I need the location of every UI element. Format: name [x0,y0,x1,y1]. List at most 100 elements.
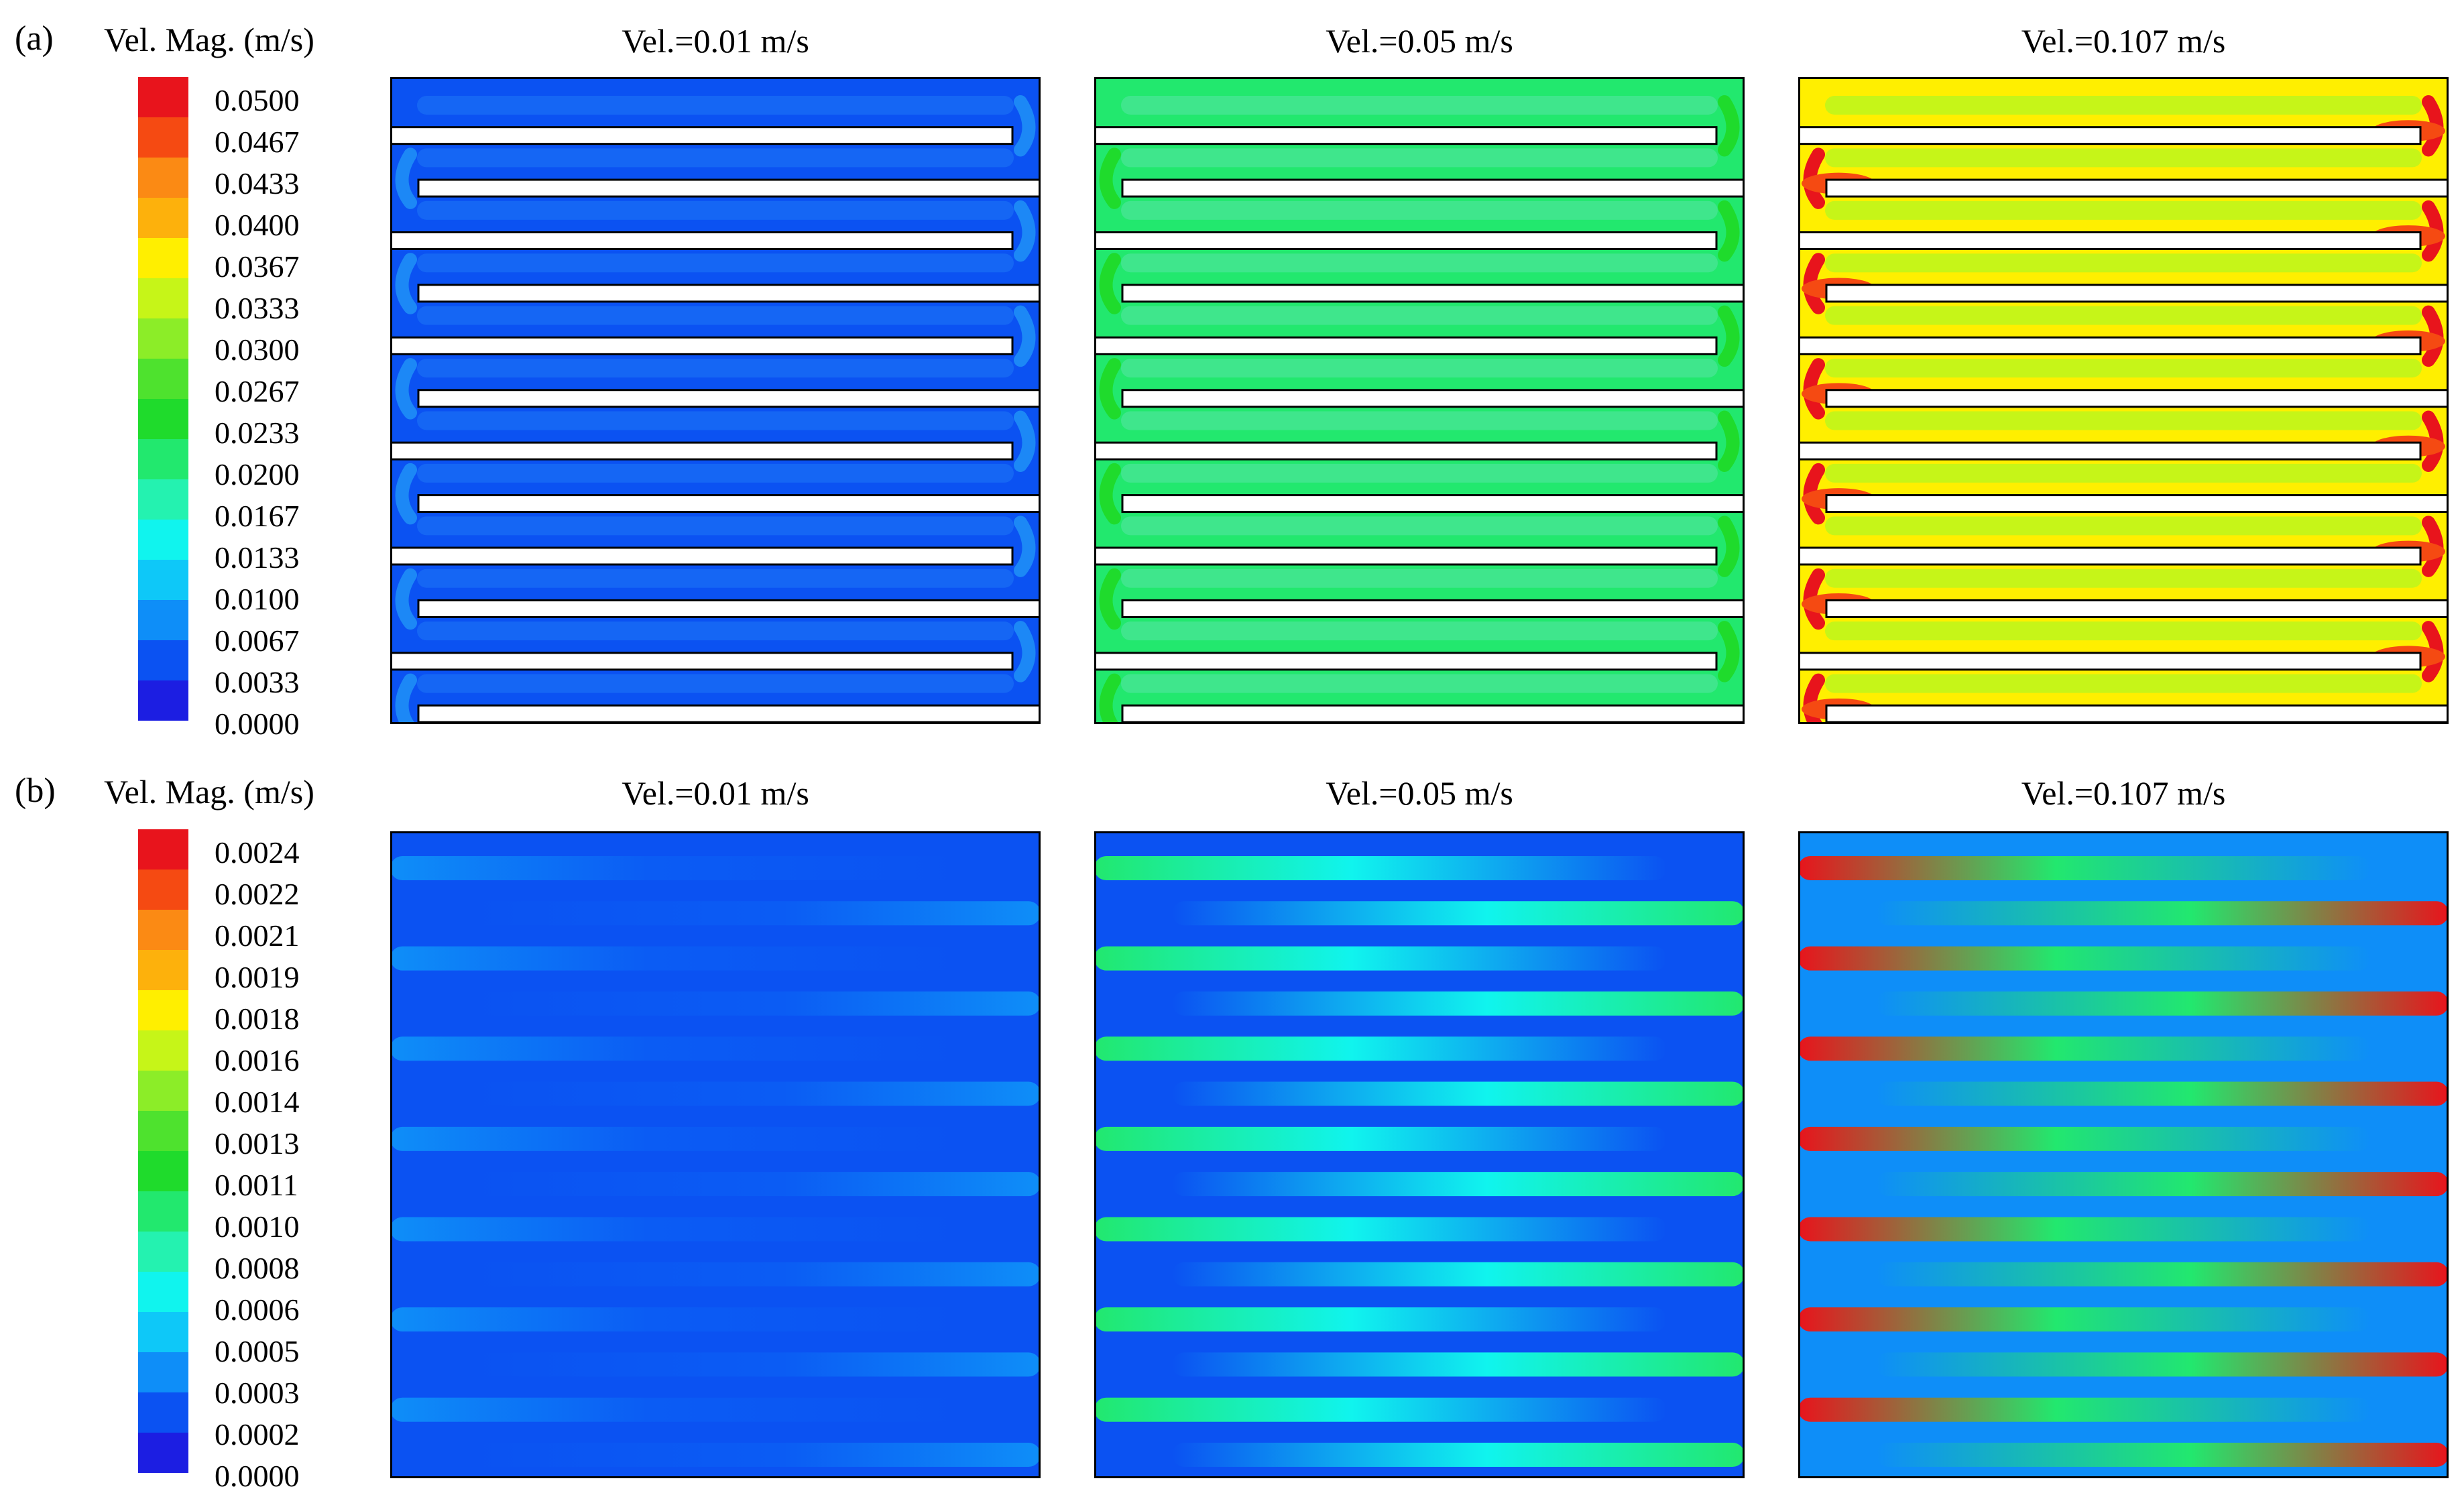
colorbar-swatch [138,359,188,399]
velocity-streak [390,1036,963,1061]
colorbar-swatch [138,1312,188,1352]
channel-wall [417,599,1041,618]
channel-wall [417,494,1041,514]
channel-wall [1094,126,1718,145]
velocity-streak [468,1172,1041,1197]
channel-outline [1798,77,2449,724]
flow-streak [1825,463,2422,483]
colorbar-swatch [138,560,188,600]
flow-streak [417,463,1014,483]
channel-wall [1825,284,2449,303]
colorbar-tick-label: 0.0018 [215,1002,300,1036]
velocity-streak [1876,991,2449,1016]
velocity-streak [390,1397,963,1422]
panel-a-colorbar [138,77,188,721]
panel-b-colorbar [138,829,188,1473]
velocity-streak [1172,1262,1745,1287]
colorbar-tick-label: 0.0100 [215,582,300,616]
colorbar-tick-label: 0.0367 [215,249,300,284]
channel-wall [1825,599,2449,618]
flow-streak [1825,516,2422,536]
channel-wall [390,231,1014,250]
colorbar-swatch [138,829,188,870]
colorbar-swatch [138,158,188,198]
colorbar-tick-label: 0.0016 [215,1043,300,1077]
velocity-streak [390,1126,963,1151]
channel-wall [1825,704,2449,723]
colorbar-tick-label: 0.0000 [215,707,300,741]
turn-flow [1014,95,1036,157]
panel-b-contour-low [390,831,1041,1478]
flow-streak [1121,148,1718,168]
turn-flow [1718,410,1740,472]
channel-wall [1798,336,2422,355]
colorbar-tick-label: 0.0433 [215,166,300,200]
channel-wall [1825,494,2449,514]
colorbar-tick-label: 0.0005 [215,1334,300,1368]
turn-flow [1099,253,1121,314]
channel-wall [1094,546,1718,566]
turn-flow [1099,147,1121,209]
velocity-streak [1094,946,1667,971]
velocity-streak [1798,1126,2371,1151]
turn-flow [1014,305,1036,367]
panel-b-col2-title: Vel.=0.05 m/s [1326,774,1513,812]
channel-wall [1825,389,2449,408]
channel-wall [1121,284,1745,303]
panel-b-col1-title: Vel.=0.01 m/s [622,774,809,812]
velocity-streak [1094,1397,1667,1422]
channel-wall [390,652,1014,671]
velocity-streak [1172,901,1745,926]
colorbar-tick-label: 0.0000 [215,1459,300,1493]
velocity-streak [1798,946,2371,971]
panel-b-contour-mid [1094,831,1745,1478]
channel-wall [1798,546,2422,566]
velocity-streak [1798,1217,2371,1242]
panel-a-col3-title: Vel.=0.107 m/s [2021,22,2226,60]
channel-outline [1094,77,1745,724]
colorbar-swatch [138,910,188,950]
flow-streak [1825,306,2422,325]
channel-wall [390,126,1014,145]
colorbar-tick-label: 0.0006 [215,1293,300,1327]
colorbar-swatch [138,990,188,1030]
colorbar-swatch [138,399,188,439]
turn-flow [1014,410,1036,472]
colorbar-swatch [138,479,188,520]
colorbar-swatch [138,278,188,318]
flow-streak [1121,569,1718,588]
velocity-streak [468,901,1041,926]
colorbar-swatch [138,1232,188,1272]
flow-streak [1121,96,1718,115]
velocity-streak [1876,901,2449,926]
channel-wall [1121,599,1745,618]
colorbar-swatch [138,1111,188,1151]
channel-wall [1798,441,2422,461]
velocity-streak [468,1352,1041,1377]
channel-wall [1121,389,1745,408]
velocity-streak [1876,1172,2449,1197]
colorbar-swatch [138,1071,188,1111]
flow-streak [1121,674,1718,693]
flow-streak [1825,674,2422,693]
flow-streak [1825,621,2422,641]
colorbar-tick-label: 0.0014 [215,1085,300,1119]
colorbar-tick-label: 0.0003 [215,1376,300,1410]
colorbar-tick-label: 0.0233 [215,416,300,450]
colorbar-tick-label: 0.0033 [215,665,300,699]
panel-a-contour-high [1798,77,2449,724]
flow-streak [417,411,1014,430]
turn-flow [1099,463,1121,525]
flow-streak [417,621,1014,641]
turn-flow [395,358,417,420]
channel-wall [1798,126,2422,145]
flow-streak [1825,411,2422,430]
velocity-streak [1094,1036,1667,1061]
turn-flow [395,568,417,630]
colorbar-tick-label: 0.0024 [215,835,300,870]
colorbar-tick-label: 0.0019 [215,960,300,994]
flow-streak [417,306,1014,325]
velocity-streak [1094,1217,1667,1242]
velocity-streak [390,856,963,880]
velocity-streak [1798,1307,2371,1332]
